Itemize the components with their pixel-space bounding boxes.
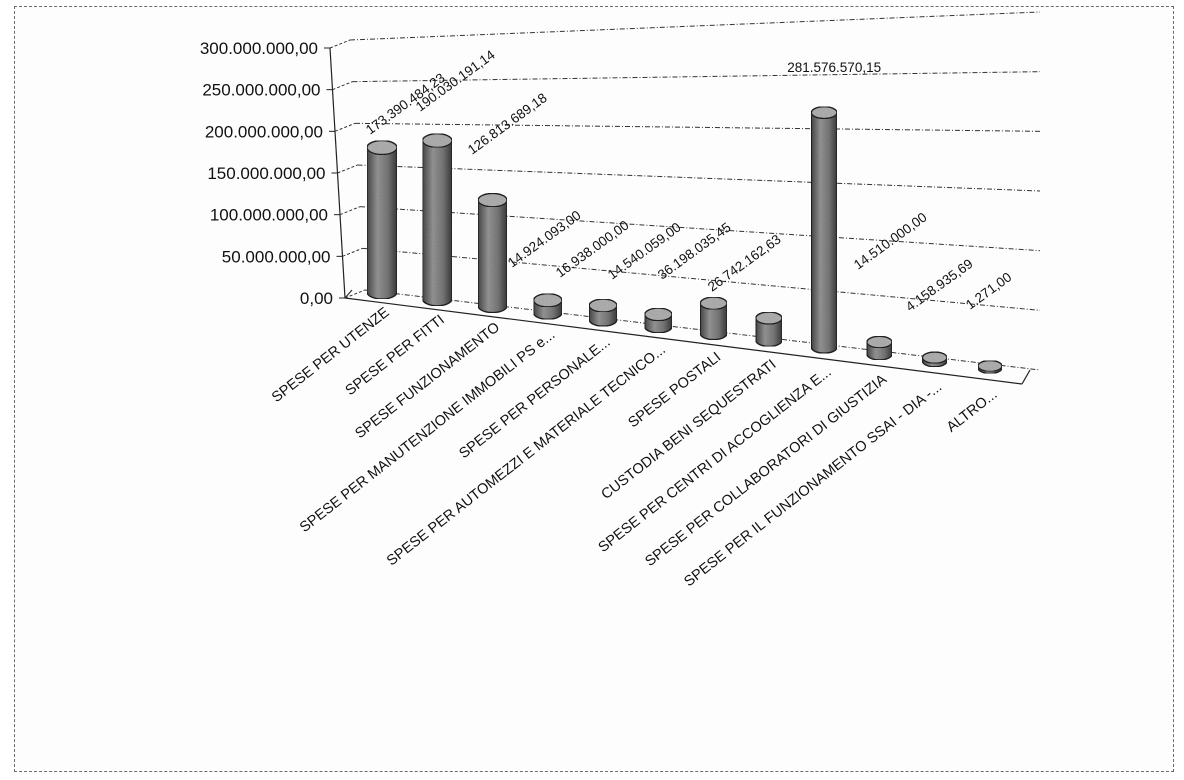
floor-left-edge xyxy=(344,289,353,299)
bar-body xyxy=(810,111,838,354)
bar-body xyxy=(421,139,453,307)
y-tick-label: 300.000.000,00 xyxy=(200,39,318,58)
gridline-side xyxy=(337,164,358,174)
gridline xyxy=(354,122,1041,132)
bar-top xyxy=(866,335,893,349)
gridline-side xyxy=(334,122,356,132)
y-tick-label: 200.000.000,00 xyxy=(205,122,323,141)
floor-right-edge xyxy=(1021,369,1031,385)
bar xyxy=(810,106,838,354)
bar-body xyxy=(366,146,398,300)
bars xyxy=(366,106,1003,375)
y-tick-label: 250.000.000,00 xyxy=(202,81,320,100)
x-tick-label: ALTRO... xyxy=(944,387,1001,436)
gridline-side xyxy=(342,247,363,257)
bar xyxy=(866,335,893,361)
bar xyxy=(699,296,728,341)
data-label: 281.576.570,15 xyxy=(787,60,881,75)
data-labels: 173.390.484,23190.030.191,14126.813.689,… xyxy=(363,47,1014,315)
chart-frame xyxy=(14,6,1174,772)
bar-top xyxy=(532,292,563,308)
gridline-side xyxy=(332,81,353,91)
bar-top xyxy=(588,298,618,313)
x-tick-label: SPESE PER UTENZE xyxy=(269,304,393,406)
bar xyxy=(366,139,398,300)
bar xyxy=(977,359,1003,375)
bar xyxy=(921,351,948,368)
y-tick-label: 100.000.000,00 xyxy=(210,206,328,225)
data-label: 126.813.689,18 xyxy=(465,90,550,157)
x-tick-label: SPESE PER COLLABORATORI DI GIUSTIZIA xyxy=(642,371,890,570)
y-tick-label: 0,00 xyxy=(300,289,333,308)
gridline-side xyxy=(329,39,351,49)
bar-top xyxy=(421,132,453,149)
bar-body xyxy=(755,317,783,348)
y-tick-label: 150.000.000,00 xyxy=(207,164,325,183)
bar xyxy=(644,307,673,334)
data-label: 14.510.000,00 xyxy=(851,210,930,273)
bar-top xyxy=(644,307,673,322)
bar xyxy=(477,192,508,314)
gridline-side xyxy=(344,289,366,299)
x-tick-label: SPESE PER CENTRI DI ACCOGLIENZA E... xyxy=(596,364,835,556)
y-tick-label: 50.000.000,00 xyxy=(222,247,331,266)
bar-top xyxy=(699,296,728,311)
bar-top xyxy=(810,106,838,120)
gridline xyxy=(362,247,1041,311)
gridline xyxy=(352,71,1041,83)
gridline xyxy=(357,164,1041,192)
bar-top xyxy=(366,139,398,156)
bar xyxy=(755,311,783,348)
bar xyxy=(421,132,453,307)
x-axis-line xyxy=(344,297,1023,385)
gridline xyxy=(359,206,1041,252)
bar xyxy=(588,298,618,327)
bar-top xyxy=(977,359,1003,373)
bar-top xyxy=(921,351,948,364)
data-label: 4.158.935,69 xyxy=(903,256,976,314)
bar-body xyxy=(699,302,728,341)
gridline xyxy=(349,11,1041,41)
data-label: 1.271,00 xyxy=(963,269,1014,312)
bar xyxy=(532,292,563,320)
bar-body xyxy=(477,199,508,314)
bar-top xyxy=(477,192,508,208)
gridline-side xyxy=(339,206,361,216)
bar-top xyxy=(755,311,783,325)
y-axis-ticks: 0,00 50.000.000,00 100.000.000,00 150.000.0… xyxy=(200,39,345,308)
